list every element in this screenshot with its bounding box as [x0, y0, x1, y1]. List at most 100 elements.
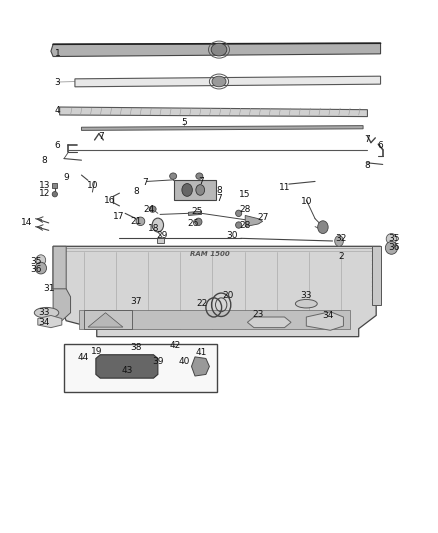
Text: 30: 30 [226, 231, 238, 240]
Text: 41: 41 [196, 348, 207, 357]
Polygon shape [84, 310, 132, 329]
Text: 16: 16 [104, 196, 116, 205]
Text: 34: 34 [322, 311, 334, 320]
Text: 7: 7 [364, 135, 370, 144]
Ellipse shape [211, 43, 227, 56]
Polygon shape [38, 316, 62, 328]
Ellipse shape [182, 183, 192, 196]
Text: 33: 33 [39, 308, 50, 317]
Text: 25: 25 [191, 207, 203, 216]
Text: 6: 6 [55, 141, 60, 150]
Text: 28: 28 [240, 205, 251, 214]
Text: 14: 14 [21, 219, 32, 228]
Polygon shape [60, 107, 367, 117]
Ellipse shape [295, 300, 317, 308]
Text: 21: 21 [131, 217, 142, 227]
Text: 11: 11 [279, 183, 290, 192]
Ellipse shape [136, 217, 145, 225]
Text: 3: 3 [55, 77, 60, 86]
Text: 7: 7 [142, 178, 148, 187]
Ellipse shape [236, 222, 242, 228]
Polygon shape [188, 211, 201, 215]
Text: 39: 39 [152, 357, 164, 366]
Text: 27: 27 [257, 213, 268, 222]
Text: 7: 7 [98, 132, 104, 141]
Polygon shape [75, 76, 381, 87]
Ellipse shape [35, 262, 46, 274]
Text: 44: 44 [78, 353, 89, 362]
Text: RAM 1500: RAM 1500 [191, 251, 230, 257]
Polygon shape [191, 357, 209, 376]
Polygon shape [306, 312, 343, 330]
Text: 19: 19 [91, 347, 102, 356]
Text: 28: 28 [240, 221, 251, 230]
Ellipse shape [36, 255, 46, 265]
Polygon shape [245, 215, 263, 227]
Ellipse shape [212, 76, 226, 87]
Polygon shape [372, 246, 381, 305]
Polygon shape [88, 313, 123, 327]
Text: 37: 37 [130, 296, 142, 305]
Text: 4: 4 [55, 106, 60, 115]
Ellipse shape [335, 236, 343, 246]
Text: 35: 35 [30, 257, 41, 265]
Text: 8: 8 [42, 156, 47, 165]
Ellipse shape [196, 184, 205, 195]
Text: 7: 7 [199, 177, 205, 186]
Ellipse shape [81, 355, 100, 378]
Text: 23: 23 [253, 310, 264, 319]
Text: 12: 12 [39, 189, 50, 198]
Text: 7: 7 [216, 194, 222, 203]
Text: 31: 31 [43, 284, 54, 293]
Ellipse shape [385, 241, 398, 254]
Text: 8: 8 [216, 186, 222, 195]
Text: 8: 8 [133, 187, 139, 196]
Text: 1: 1 [55, 50, 60, 58]
Ellipse shape [236, 210, 242, 216]
Text: 10: 10 [300, 197, 312, 206]
Ellipse shape [196, 173, 203, 179]
Ellipse shape [152, 218, 163, 232]
Text: 10: 10 [87, 181, 98, 190]
Polygon shape [247, 317, 291, 328]
Text: 8: 8 [364, 161, 370, 170]
Ellipse shape [52, 191, 57, 197]
Text: 15: 15 [240, 190, 251, 199]
Polygon shape [174, 180, 216, 200]
Ellipse shape [86, 361, 95, 372]
Polygon shape [157, 238, 164, 243]
Text: 17: 17 [113, 212, 124, 221]
Text: 9: 9 [64, 173, 69, 182]
Polygon shape [51, 43, 381, 56]
Ellipse shape [170, 173, 177, 179]
Text: 38: 38 [130, 343, 142, 352]
Polygon shape [96, 355, 158, 378]
Text: 6: 6 [378, 141, 383, 150]
Text: 43: 43 [122, 366, 133, 375]
Ellipse shape [34, 308, 59, 318]
Text: 42: 42 [170, 341, 181, 350]
Text: 24: 24 [144, 205, 155, 214]
Ellipse shape [318, 221, 328, 233]
Bar [64, 344, 217, 392]
Text: 18: 18 [148, 224, 159, 233]
Polygon shape [53, 246, 66, 302]
Polygon shape [81, 126, 363, 131]
Ellipse shape [195, 218, 202, 225]
Text: 32: 32 [336, 235, 347, 244]
Text: 26: 26 [187, 220, 198, 229]
Text: 13: 13 [39, 181, 50, 190]
Text: 22: 22 [196, 299, 207, 308]
Text: 34: 34 [39, 318, 50, 327]
Ellipse shape [386, 233, 397, 244]
Polygon shape [52, 183, 57, 188]
Text: 40: 40 [178, 357, 190, 366]
Text: 5: 5 [181, 118, 187, 127]
Text: 33: 33 [300, 291, 312, 300]
Polygon shape [53, 246, 381, 337]
Text: 36: 36 [388, 244, 399, 253]
Text: 2: 2 [339, 253, 344, 261]
Text: 35: 35 [388, 235, 399, 244]
Text: 29: 29 [156, 231, 168, 240]
Text: 36: 36 [30, 265, 41, 273]
